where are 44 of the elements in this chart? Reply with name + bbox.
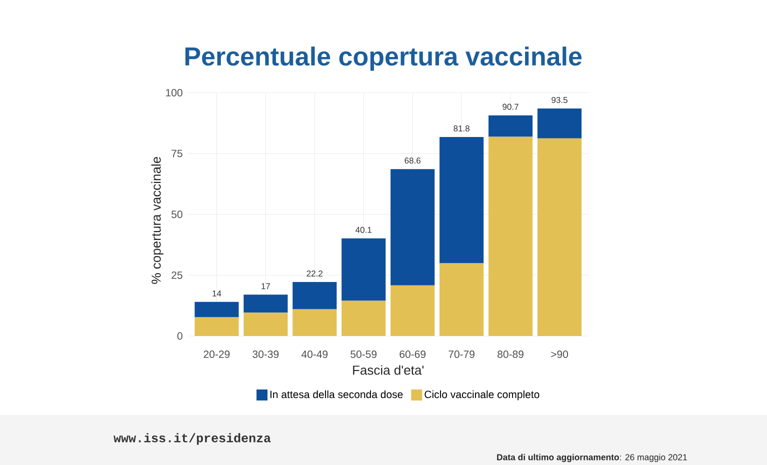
x-tick-label: 40-49 xyxy=(301,350,328,358)
x-tick-label: 50-59 xyxy=(350,350,377,358)
y-axis-title: % copertura vaccinale xyxy=(151,157,164,284)
y-tick-label: 100 xyxy=(166,88,182,96)
y-tick-label: 50 xyxy=(172,210,182,218)
bar xyxy=(537,138,582,336)
x-tick-label: 30-39 xyxy=(252,350,279,358)
bar xyxy=(342,238,386,301)
x-tick-label: 70-79 xyxy=(448,350,474,358)
y-tick-label: 25 xyxy=(172,271,182,279)
y-tick-label: 0 xyxy=(177,332,182,340)
total-label: 40.1 xyxy=(356,226,372,233)
bar xyxy=(342,300,386,336)
bar xyxy=(537,108,582,138)
x-tick-label: 20-29 xyxy=(204,350,230,358)
text: Data di ultimo aggiornamento: 26 maggio 2021 xyxy=(497,454,687,462)
total-label: 17 xyxy=(262,283,270,290)
x-tick-label: 60-69 xyxy=(400,350,426,358)
bar xyxy=(440,263,484,336)
bar xyxy=(292,282,337,310)
y-tick-label: 75 xyxy=(172,150,182,158)
x-axis-title: Fascia d'eta' xyxy=(353,365,424,375)
text: www.iss.it/presidenza xyxy=(114,433,271,445)
chart-title: Percentuale copertura vaccinale xyxy=(185,46,582,71)
bar xyxy=(194,302,239,318)
total-label: 68.6 xyxy=(404,158,420,164)
total-label: 22.2 xyxy=(306,270,322,276)
bar xyxy=(488,115,533,137)
total-label: 93.5 xyxy=(552,96,568,103)
legend-label: Ciclo vaccinale completo xyxy=(424,390,540,400)
bar xyxy=(244,312,288,336)
bar xyxy=(488,136,533,336)
bar xyxy=(244,294,288,313)
bar xyxy=(390,285,435,336)
legend-label: In attesa della seconda dose xyxy=(270,390,403,398)
total-label: 81.8 xyxy=(454,125,470,132)
bar xyxy=(292,309,337,336)
x-tick-label: 80-89 xyxy=(498,350,524,358)
total-label: 90.7 xyxy=(502,104,518,110)
total-label: 14 xyxy=(212,290,222,296)
bar xyxy=(194,317,239,336)
bar xyxy=(440,136,484,264)
x-tick-label: >90 xyxy=(551,350,568,358)
bar xyxy=(390,169,435,286)
